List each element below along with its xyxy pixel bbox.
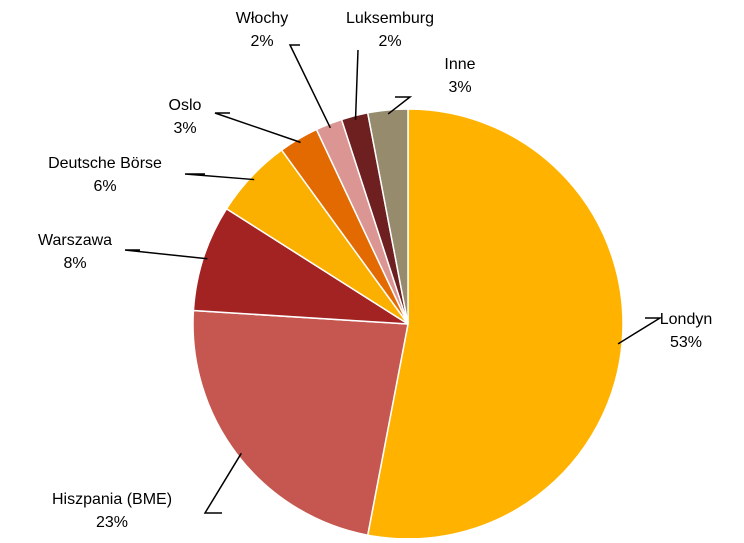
- leader-line: [354, 49, 359, 120]
- slice-label: Inne: [444, 56, 475, 73]
- slice-value-label: 3%: [448, 79, 471, 96]
- slice-value-label: 6%: [93, 178, 116, 195]
- slice-label: Warszawa: [38, 232, 112, 249]
- leader-line: [617, 317, 663, 345]
- slice-value-label: 2%: [378, 33, 401, 50]
- pie-slice: [192, 207, 409, 325]
- leader-line: [184, 173, 255, 181]
- leader-line: [387, 96, 413, 115]
- leader-line: [214, 112, 301, 144]
- slice-value-label: 8%: [63, 255, 86, 272]
- slice-value-label: 3%: [173, 120, 196, 137]
- slice-label: Włochy: [236, 10, 288, 27]
- leader-line: [288, 44, 332, 129]
- pie-slice: [366, 108, 624, 540]
- leader-line: [124, 249, 208, 260]
- slice-label: Hiszpania (BME): [52, 491, 172, 508]
- slice-label: Luksemburg: [346, 10, 434, 27]
- slice-value-label: 2%: [250, 33, 273, 50]
- pie-slice: [192, 309, 409, 537]
- pie-slice: [366, 108, 409, 325]
- slice-label: Deutsche Börse: [48, 155, 162, 172]
- slice-value-label: 53%: [670, 334, 702, 351]
- leader-line: [203, 452, 242, 514]
- slice-label: Londyn: [660, 311, 713, 328]
- slice-label: Oslo: [169, 97, 202, 114]
- slice-value-label: 23%: [96, 514, 128, 531]
